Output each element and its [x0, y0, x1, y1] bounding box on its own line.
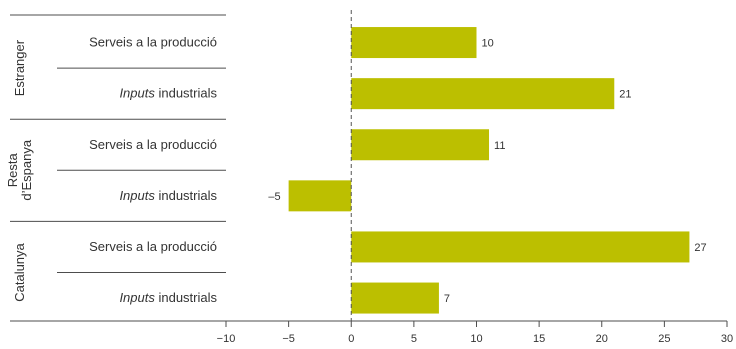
- category-label-italic: Inputs: [119, 86, 155, 101]
- category-label-text: Serveis a la producció: [89, 35, 217, 50]
- bar: [351, 282, 439, 314]
- value-label: 11: [494, 140, 505, 152]
- x-tick-label: −10: [217, 333, 236, 345]
- value-label: 7: [444, 293, 450, 305]
- x-tick-label: 30: [721, 333, 733, 345]
- x-tick-label: 15: [533, 333, 545, 345]
- bar: [351, 78, 615, 110]
- category-label: Serveis a la producció: [89, 35, 217, 50]
- category-label-text: industrials: [155, 188, 218, 203]
- value-label: 21: [619, 89, 631, 101]
- category-label: Inputs industrials: [119, 188, 217, 203]
- category-label: Serveis a la producció: [89, 239, 217, 254]
- x-tick-label: 25: [658, 333, 670, 345]
- x-tick-label: −5: [282, 333, 295, 345]
- category-label-italic: Inputs: [119, 188, 155, 203]
- group-label: Restad’Espanya: [5, 139, 34, 200]
- group-label: Catalunya: [12, 242, 27, 301]
- value-label: –5: [268, 191, 280, 203]
- category-label: Serveis a la producció: [89, 137, 217, 152]
- x-tick-label: 10: [470, 333, 482, 345]
- group-labels: Estranger Restad’Espanya Catalunya: [5, 39, 34, 302]
- bars: [288, 27, 690, 314]
- group-label-line: Catalunya: [12, 242, 27, 301]
- value-labels: 10 21 11 –5 27 7: [268, 38, 706, 305]
- category-label-italic: Inputs: [119, 290, 155, 305]
- value-label: 27: [694, 242, 706, 254]
- category-label: Inputs industrials: [119, 290, 217, 305]
- value-label: 10: [482, 38, 494, 50]
- x-tick-label: 5: [411, 333, 417, 345]
- bar: [351, 129, 490, 161]
- category-label-text: industrials: [155, 290, 218, 305]
- group-label-line: d’Espanya: [19, 139, 34, 200]
- x-axis: −10 −5 0 5 10 15 20 25 30: [10, 10, 733, 345]
- category-label: Inputs industrials: [119, 86, 217, 101]
- category-label-text: Serveis a la producció: [89, 137, 217, 152]
- category-label-text: Serveis a la producció: [89, 239, 217, 254]
- group-label-line: Resta: [5, 153, 20, 188]
- group-label-line: Estranger: [12, 39, 27, 96]
- bar: [351, 27, 477, 59]
- bar: [351, 231, 690, 263]
- category-labels: Serveis a la producció Inputs industrials…: [89, 35, 217, 305]
- row-separators: [10, 14, 226, 273]
- bar: [288, 180, 352, 212]
- group-label: Estranger: [12, 39, 27, 96]
- x-tick-label: 0: [348, 333, 354, 345]
- x-tick-label: 20: [596, 333, 608, 345]
- category-label-text: industrials: [155, 86, 218, 101]
